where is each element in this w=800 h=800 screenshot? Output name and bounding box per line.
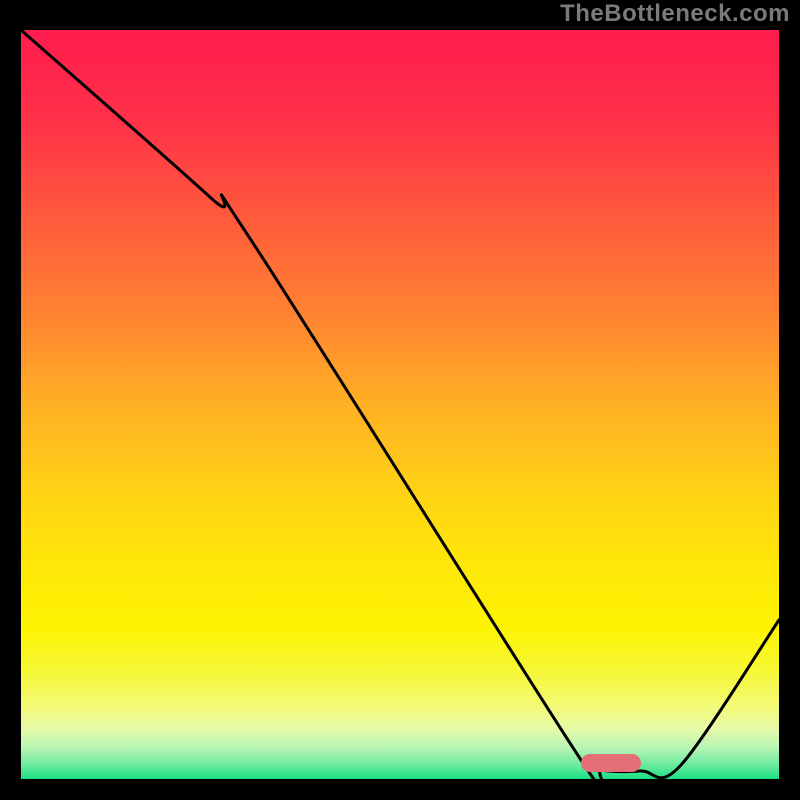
plot-area	[21, 30, 779, 779]
chart-frame: TheBottleneck.com	[0, 0, 800, 800]
attribution-text: TheBottleneck.com	[560, 0, 790, 28]
bottleneck-curve	[21, 30, 779, 779]
optimal-marker	[581, 754, 641, 772]
